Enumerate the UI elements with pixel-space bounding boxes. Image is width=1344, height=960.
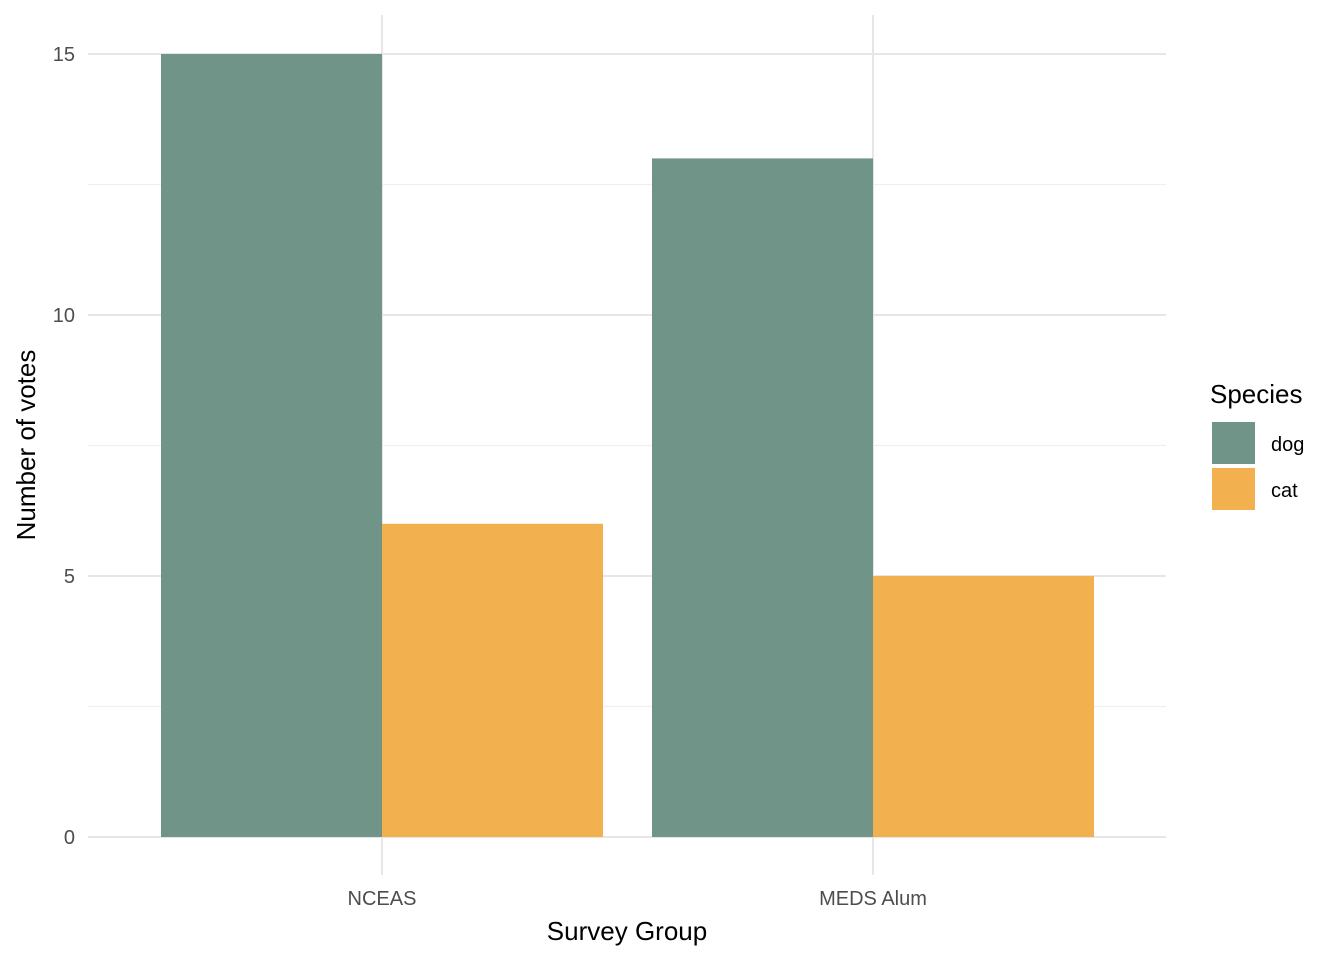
bar-dog-meds-alum — [652, 158, 873, 837]
legend-title: Species — [1210, 379, 1303, 409]
bar-dog-nceas — [161, 54, 382, 837]
x-axis-ticks: NCEAS MEDS Alum — [348, 888, 927, 910]
y-tick-label: 10 — [53, 305, 75, 327]
x-axis-title: Survey Group — [547, 916, 707, 946]
y-tick-label: 5 — [64, 566, 75, 588]
legend-label-cat: cat — [1271, 480, 1298, 502]
x-tick-label: MEDS Alum — [819, 888, 927, 910]
y-axis-title: Number of votes — [11, 350, 41, 541]
bar-cat-nceas — [382, 523, 603, 837]
y-tick-label: 15 — [53, 44, 75, 66]
legend-key-cat — [1212, 468, 1255, 510]
legend-key-dog — [1212, 422, 1255, 464]
bar-cat-meds-alum — [873, 576, 1094, 837]
y-axis-ticks: 0 5 10 15 — [53, 44, 75, 849]
legend: Species dog cat — [1210, 379, 1304, 510]
y-tick-label: 0 — [64, 827, 75, 849]
legend-label-dog: dog — [1271, 434, 1304, 456]
x-tick-label: NCEAS — [348, 888, 417, 910]
bars — [161, 54, 1094, 837]
